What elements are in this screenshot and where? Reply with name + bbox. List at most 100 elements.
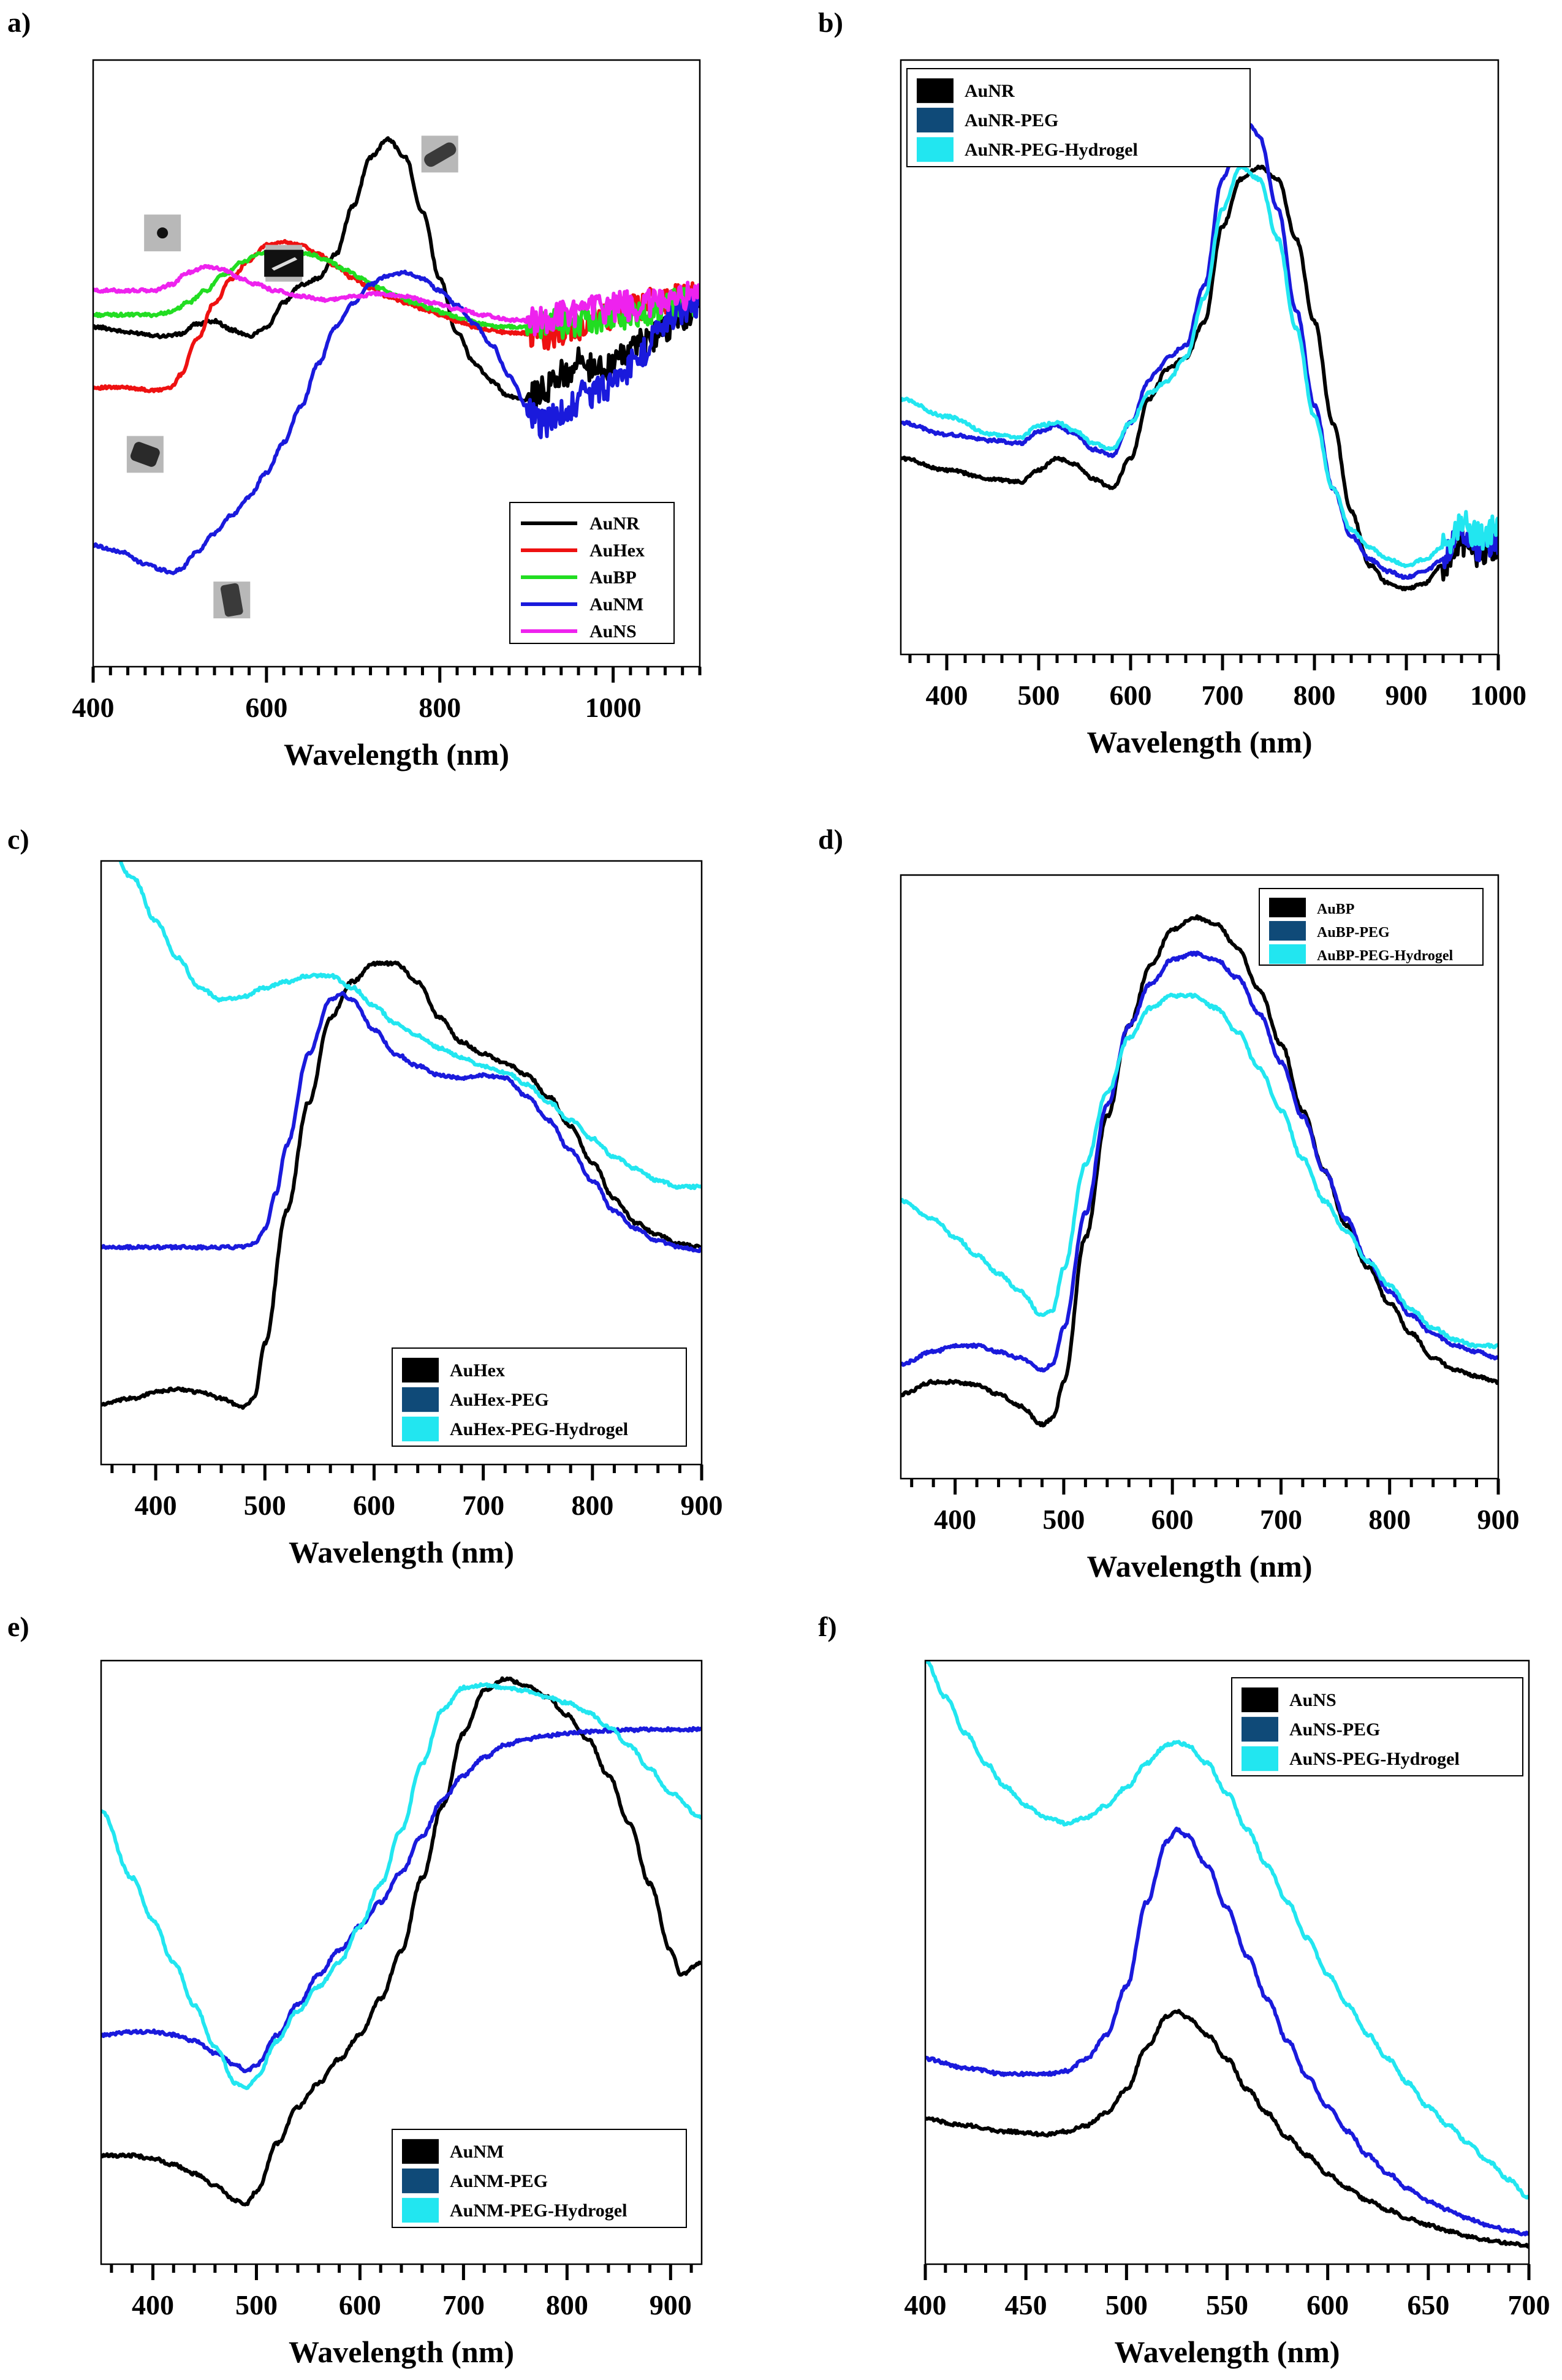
legend-label: AuHex-PEG-Hydrogel	[450, 1419, 628, 1439]
x-tick-label: 550	[1206, 2289, 1248, 2321]
x-tick-label: 400	[904, 2289, 947, 2321]
legend: AuNS AuNS-PEG AuNS-PEG-Hydrogel	[1231, 1677, 1523, 1776]
legend-frame	[906, 68, 1251, 167]
x-tick-label: 700	[1202, 680, 1244, 711]
x-tick-label: 1000	[1470, 680, 1526, 711]
x-axis-label: Wavelength (nm)	[289, 2335, 514, 2369]
x-tick-label: 500	[244, 1490, 286, 1521]
legend-label: AuNM-PEG	[450, 2171, 548, 2191]
legend-swatch	[1242, 1716, 1278, 1742]
x-tick-label: 700	[1508, 2289, 1550, 2321]
plot-frame	[100, 860, 703, 1466]
series-group	[101, 1676, 702, 2207]
legend-label: AuHex	[590, 540, 645, 561]
legend-label: AuNS	[590, 621, 637, 642]
legend-label: AuNM	[450, 2142, 504, 2162]
x-axis-label: Wavelength (nm)	[1086, 725, 1312, 759]
legend-frame	[509, 502, 675, 644]
chart-panel-c: c) 400 500 600 700 800 900 Wavelength (nm) AuHex…	[7, 824, 723, 1569]
legend-swatch	[917, 78, 954, 104]
series-line-auns-peg-hydrogel	[925, 1661, 1529, 2200]
legend: AuBP AuBP-PEG AuBP-PEG-Hydrogel	[1259, 888, 1484, 966]
x-tick-label: 600	[1110, 680, 1152, 711]
inset-sphere-image	[144, 214, 181, 252]
plot-frame	[92, 59, 701, 668]
legend-label: AuNS-PEG	[1289, 1719, 1380, 1740]
legend-label: AuNR	[965, 81, 1015, 101]
legend-swatch	[917, 107, 954, 133]
x-tick-label: 500	[1018, 680, 1060, 711]
legend-label: AuNM-PEG-Hydrogel	[450, 2200, 627, 2221]
series-group	[925, 1661, 1529, 2249]
series-line-aunm-peg-hydrogel	[101, 1682, 702, 2090]
series-line-aubp	[901, 914, 1498, 1428]
legend-label: AuNR-PEG-Hydrogel	[965, 140, 1138, 160]
legend-swatch	[1269, 944, 1306, 964]
x-tick-label: 400	[72, 692, 115, 723]
sphere-particle	[157, 227, 169, 239]
series-line-auns	[925, 2009, 1529, 2249]
series-group	[93, 136, 700, 575]
panel-letter: f)	[818, 1611, 837, 1642]
x-tick-label: 500	[1105, 2289, 1148, 2321]
series-line-aubp-peg	[901, 950, 1498, 1373]
plot-frame	[900, 59, 1499, 656]
panel-letter: c)	[7, 824, 29, 855]
x-tick-label: 900	[1477, 1504, 1520, 1535]
x-tick-label: 700	[442, 2289, 485, 2321]
legend-swatch	[1269, 921, 1306, 941]
legend-frame	[392, 2129, 687, 2228]
legend-swatch	[402, 2168, 439, 2194]
series-line-aubp-peg-hydrogel	[901, 992, 1498, 1349]
x-tick-label: 900	[1386, 680, 1428, 711]
x-tick-label: 600	[245, 692, 287, 723]
x-tick-label: 600	[339, 2289, 381, 2321]
x-tick-label: 900	[650, 2289, 692, 2321]
x-tick-label: 650	[1407, 2289, 1449, 2321]
inset-nanomatryoshka-image	[213, 582, 251, 619]
legend-label: AuHex-PEG	[450, 1390, 549, 1410]
legend-label: AuHex	[450, 1360, 505, 1381]
x-tick-label: 800	[1294, 680, 1336, 711]
legend-swatch	[402, 1416, 439, 1442]
series-group	[901, 123, 1498, 591]
legend: AuNR AuHex AuBP AuNM AuNS	[509, 502, 675, 644]
legend: AuHex AuHex-PEG AuHex-PEG-Hydrogel	[392, 1347, 687, 1447]
x-tick-label: 500	[235, 2289, 278, 2321]
series-line-auhex-peg	[101, 991, 702, 1253]
x-tick-label: 800	[419, 692, 461, 723]
legend-label: AuBP-PEG	[1317, 925, 1390, 941]
x-tick-label: 700	[462, 1490, 504, 1521]
legend-label: AuNR-PEG	[965, 110, 1058, 131]
series-line-aunm	[101, 1676, 702, 2207]
x-tick-label: 600	[1151, 1504, 1194, 1535]
x-axis-label: Wavelength (nm)	[284, 737, 509, 771]
legend-swatch	[402, 2139, 439, 2164]
x-tick-label: 500	[1042, 1504, 1085, 1535]
x-tick-label: 800	[546, 2289, 588, 2321]
panel-letter: a)	[7, 7, 31, 38]
legend-swatch	[402, 1357, 439, 1383]
panel-letter: e)	[7, 1611, 29, 1642]
legend-label: AuBP	[1317, 901, 1354, 917]
inset-bipyramid-image	[264, 244, 304, 282]
series-line-aunr	[93, 136, 700, 414]
panel-letter: b)	[818, 7, 843, 38]
legend-label: AuNR	[590, 514, 640, 534]
x-tick-label: 450	[1005, 2289, 1047, 2321]
panel-letter: d)	[818, 824, 843, 855]
x-axis-label: Wavelength (nm)	[1114, 2335, 1340, 2369]
series-line-auhex	[101, 960, 702, 1410]
legend-label: AuNS	[1289, 1690, 1336, 1710]
legend-swatch	[402, 2197, 439, 2223]
nanomatryoshka-particle	[220, 583, 243, 617]
legend: AuNR AuNR-PEG AuNR-PEG-Hydrogel	[906, 68, 1251, 167]
series-line-aunm-peg	[101, 1726, 702, 2074]
series-line-aunr-peg	[901, 123, 1498, 580]
x-tick-label: 800	[571, 1490, 613, 1521]
series-group	[901, 914, 1498, 1428]
series-line-aubp	[93, 248, 700, 340]
x-tick-label: 400	[934, 1504, 976, 1535]
legend-swatch	[1242, 1687, 1278, 1713]
